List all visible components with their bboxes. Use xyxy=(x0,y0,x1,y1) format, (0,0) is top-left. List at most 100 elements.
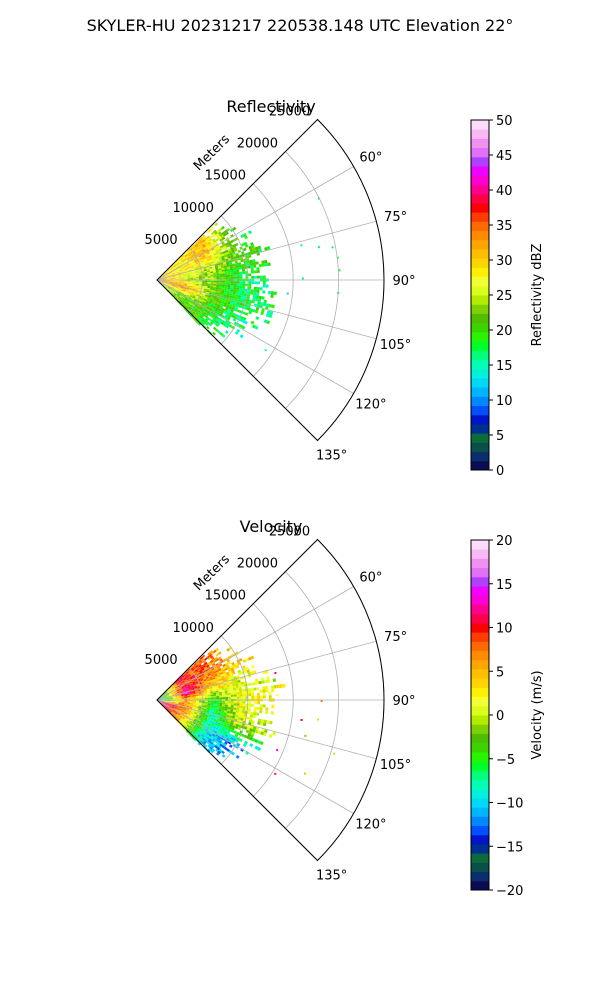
echo-cell xyxy=(183,690,187,693)
echo-cell xyxy=(226,686,231,690)
echo-cell xyxy=(170,684,174,688)
echo-cell xyxy=(223,722,228,726)
echo-cell xyxy=(248,281,252,284)
echo-cell xyxy=(193,719,197,723)
echo-cell xyxy=(163,283,167,285)
echo-cell xyxy=(188,307,192,311)
echo-cell xyxy=(179,295,183,298)
echo-cell xyxy=(217,712,221,716)
echo-cell xyxy=(168,710,171,714)
echo-cell xyxy=(196,685,201,688)
echo-cell xyxy=(176,709,180,711)
echo-cell xyxy=(210,274,214,277)
echo-cell xyxy=(254,309,259,314)
echo-cell xyxy=(196,310,200,314)
colorbar-swatch xyxy=(471,853,489,863)
echo-cell xyxy=(176,268,180,271)
echo-cell xyxy=(166,695,170,697)
echo-cell xyxy=(214,302,218,306)
echo-cell xyxy=(217,254,222,258)
echo-cell xyxy=(183,673,187,677)
echo-cell xyxy=(262,284,266,288)
echo-cell xyxy=(169,694,172,696)
echo-cell xyxy=(191,674,195,678)
echo-cell xyxy=(227,257,232,261)
echo-cell xyxy=(227,719,232,723)
echo-cell xyxy=(200,314,205,318)
echo-cell xyxy=(203,268,207,271)
colorbar-label: Velocity (m/s) xyxy=(530,670,545,759)
echo-cell xyxy=(258,680,262,685)
echo-cell xyxy=(179,708,183,711)
colorbar-swatch xyxy=(471,341,489,351)
colorbar-swatch xyxy=(471,248,489,259)
echo-cell xyxy=(189,257,193,260)
echo-cell xyxy=(186,677,190,681)
echo-cell xyxy=(244,235,248,240)
echo-cell xyxy=(216,700,220,703)
echo-cell xyxy=(248,693,252,697)
echo-cell xyxy=(262,290,266,294)
echo-cell xyxy=(264,259,268,264)
echo-cell xyxy=(241,710,245,714)
echo-cell xyxy=(223,674,228,678)
echo-cell xyxy=(175,698,179,700)
echo-cell xyxy=(177,706,181,709)
echo-cell xyxy=(210,303,215,307)
echo-cell xyxy=(224,693,228,696)
echo-cell xyxy=(198,728,202,732)
echo-cell xyxy=(188,268,192,271)
colorbar-swatch xyxy=(471,193,489,204)
echo-cell xyxy=(184,292,188,295)
echo-cell xyxy=(228,324,233,328)
echo-cell xyxy=(182,677,186,680)
echo-cell xyxy=(193,277,197,279)
echo-cell xyxy=(197,738,201,742)
echo-cell xyxy=(210,282,214,284)
echo-cell xyxy=(225,280,229,283)
echo-cell xyxy=(160,697,164,699)
echo-cell xyxy=(168,692,172,695)
echo-cell xyxy=(226,682,230,686)
echo-cell xyxy=(193,677,197,681)
echo-cell xyxy=(192,706,196,709)
echo-cell xyxy=(166,694,169,696)
echo-cell xyxy=(221,334,226,338)
echo-cell xyxy=(249,259,253,263)
echo-cell xyxy=(264,262,268,267)
echo-cell xyxy=(172,714,176,718)
echo-cell xyxy=(192,682,196,685)
echo-cell xyxy=(210,694,214,697)
echo-cell xyxy=(204,700,208,703)
echo-cell xyxy=(209,732,213,736)
echo-cell xyxy=(201,715,206,718)
colorbar-swatch xyxy=(471,558,489,569)
echo-cell xyxy=(229,684,233,687)
echo-cell xyxy=(221,704,226,707)
echo-cell xyxy=(178,702,182,704)
echo-cell xyxy=(213,275,217,278)
echo-cell xyxy=(208,313,212,317)
echo-cell xyxy=(213,229,217,234)
echo-cell xyxy=(183,727,187,731)
echo-cell xyxy=(200,680,205,683)
echo-cell xyxy=(171,271,175,274)
echo-cell xyxy=(228,306,232,310)
echo-cell xyxy=(166,278,170,279)
echo-cell xyxy=(220,253,224,257)
echo-cell xyxy=(219,280,223,283)
echo-cell xyxy=(210,252,214,256)
echo-cell xyxy=(254,325,259,330)
echo-cell xyxy=(167,271,171,274)
echo-cell xyxy=(169,278,173,279)
echo-cell xyxy=(176,263,180,266)
echo-cell xyxy=(249,743,254,748)
echo-cell xyxy=(196,666,200,670)
echo-cell xyxy=(195,705,199,708)
echo-cell xyxy=(178,281,182,283)
echo-cell xyxy=(223,229,228,234)
echo-cell xyxy=(179,299,183,303)
echo-cell xyxy=(204,270,208,273)
echo-cell xyxy=(222,700,226,703)
echo-cell xyxy=(184,695,188,697)
